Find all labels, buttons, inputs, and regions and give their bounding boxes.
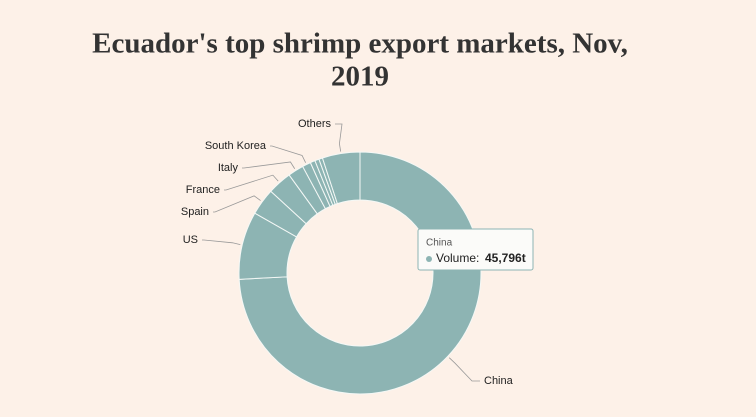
leader-line [224, 174, 279, 191]
slice-label: Others [298, 118, 332, 130]
leader-line [335, 123, 343, 152]
slice-label: South Korea [205, 140, 267, 152]
slice-label: China [484, 375, 514, 387]
leader-line [448, 357, 480, 382]
leader-line [202, 239, 241, 246]
chart-title: Ecuador's top shrimp export markets, Nov… [92, 28, 628, 60]
leader-line [213, 195, 261, 213]
leader-line [242, 161, 296, 169]
slice-label: France [186, 184, 220, 196]
slice-label: US [183, 234, 198, 246]
tooltip-value: 45,796t [485, 251, 526, 265]
slice-label: Italy [218, 162, 239, 174]
tooltip: China Volume: 45,796t [417, 228, 534, 271]
tooltip-title: China [426, 238, 453, 249]
chart-title: 2019 [331, 61, 389, 93]
tooltip-box [417, 228, 534, 271]
tooltip-marker [426, 256, 432, 262]
tooltip-label: Volume: [436, 251, 479, 265]
donut-slice [321, 151, 361, 205]
slice-label: Spain [181, 206, 209, 218]
leader-line [270, 145, 306, 163]
